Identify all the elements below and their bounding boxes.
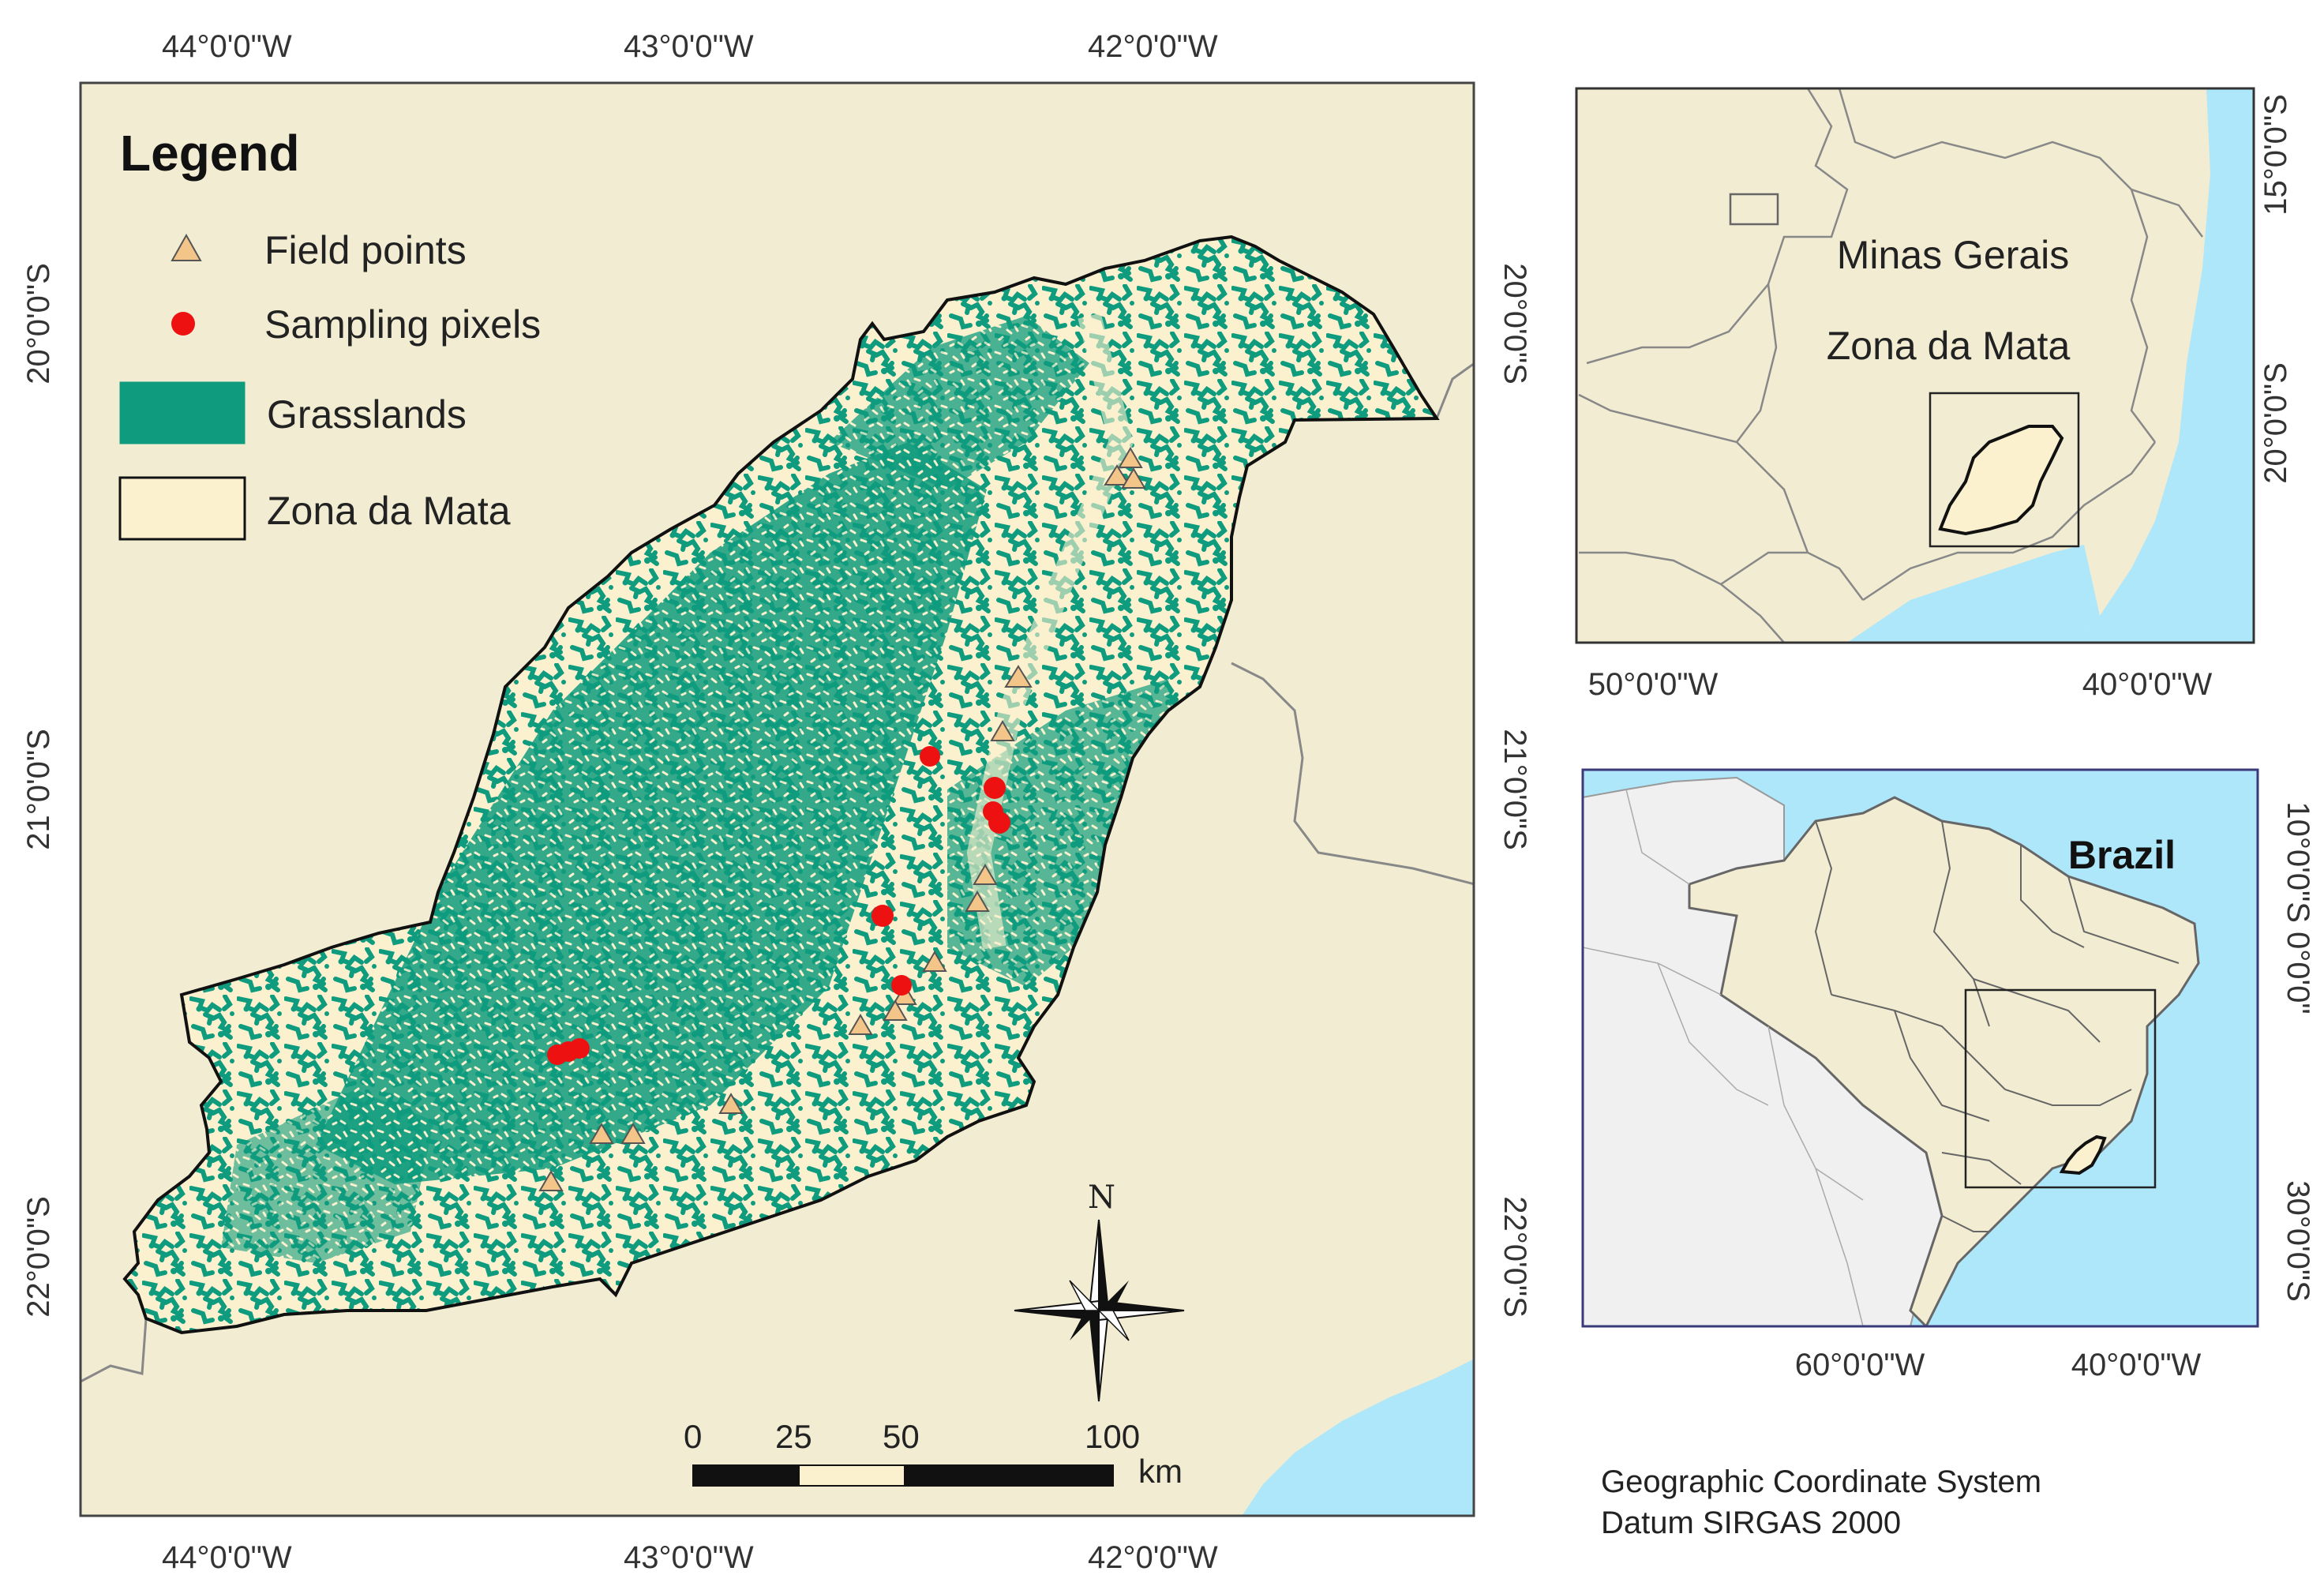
field-point-triangle — [922, 951, 947, 972]
lat-label-left: 22°0'0"S — [21, 1196, 56, 1318]
grassland-swatch — [119, 381, 246, 444]
cream-corridor — [966, 313, 1134, 950]
field-point-triangle — [848, 1014, 873, 1035]
scale-tick-label: 100 — [1085, 1418, 1140, 1455]
scale-tick-label: 50 — [883, 1418, 920, 1455]
grassland-dense-patch — [316, 442, 987, 1184]
field-point-triangle — [973, 864, 998, 885]
footnote: Geographic Coordinate System Datum SIRGA… — [1601, 1464, 2041, 1540]
field-point-triangle — [883, 999, 908, 1021]
state-border-line — [1231, 662, 1474, 886]
lon-label-top: 42°0'0"W — [1088, 29, 1218, 64]
lon-label-bottom: 42°0'0"W — [1088, 1540, 1218, 1575]
field-point-triangle — [718, 1093, 744, 1114]
legend-item-sampling-pixels: Sampling pixels — [264, 302, 541, 347]
sampling-pixel-dot — [569, 1038, 590, 1059]
state-border-line — [1435, 362, 1474, 419]
inset-minas-gerais: Minas Gerais Zona da Mata 50°0'0"W 40°0'… — [1575, 87, 2293, 702]
lat-label-right: 22°0'0"S — [1497, 1196, 1532, 1318]
legend: Legend Field points Sampling pixels Gras… — [118, 125, 541, 541]
lat-label-inset2: 30°0'0"S — [2281, 1180, 2315, 1302]
grassland-dense-patch — [829, 316, 1089, 489]
scale-unit: km — [1138, 1453, 1183, 1490]
zona-da-mata-region — [123, 235, 1438, 1334]
brazil-zona-mini — [2059, 1134, 2107, 1176]
main-map: Legend Field points Sampling pixels Gras… — [21, 29, 1532, 1575]
lon-label-inset2: 60°0'0"W — [1795, 1348, 1925, 1382]
lon-label-top: 43°0'0"W — [624, 29, 754, 64]
inset-ocean-south — [1847, 545, 2100, 643]
sampling-pixel-dot — [984, 777, 1006, 799]
inset-frame — [1575, 87, 2255, 644]
zona-da-mata-swatch — [118, 476, 246, 541]
ocean-area — [1242, 1359, 1474, 1516]
field-point-triangle — [965, 891, 990, 912]
lon-label-inset2: 40°0'0"W — [2071, 1348, 2202, 1382]
footnote-line-2: Datum SIRGAS 2000 — [1601, 1506, 1901, 1540]
inset-small-box — [1729, 193, 1779, 226]
field-point-triangle — [990, 720, 1015, 741]
inset-extent-box — [1929, 392, 2080, 548]
north-arrow: N — [1014, 1179, 1185, 1402]
sampling-pixels — [547, 746, 1010, 1065]
inset-frame — [1581, 768, 2259, 1328]
state-border-line — [81, 1318, 148, 1383]
legend-item-grasslands: Grasslands — [267, 392, 467, 437]
inset-brazil: Brazil 60°0'0"W 40°0'0"W 10°0'0"S 0°0'0"… — [1581, 768, 2315, 1382]
lon-label-inset1: 50°0'0"W — [1588, 667, 1719, 702]
legend-item-field-points: Field points — [264, 228, 467, 272]
field-point-triangle — [620, 1123, 646, 1144]
inset-zona-shape — [1938, 425, 2064, 536]
scale-bar: 0 25 50 100 km — [684, 1418, 1183, 1490]
lat-label-inset2: 10°0'0"S 0°0'0" — [2281, 801, 2315, 1014]
inset-label-state: Minas Gerais — [1837, 233, 2070, 277]
lat-label-left: 20°0'0"S — [21, 263, 56, 384]
lat-label-right: 20°0'0"S — [1497, 263, 1532, 384]
triangle-icon — [171, 233, 202, 261]
lat-label-inset1: 20°0'0"S — [2258, 362, 2293, 484]
sampling-pixel-dot — [872, 905, 894, 927]
footnote-line-1: Geographic Coordinate System — [1601, 1464, 2041, 1499]
sampling-pixel-dot — [891, 975, 912, 996]
north-label: N — [1088, 1179, 1115, 1216]
scale-tick-label: 25 — [775, 1418, 812, 1455]
lon-label-inset1: 40°0'0"W — [2082, 667, 2213, 702]
lat-label-left: 21°0'0"S — [21, 729, 56, 850]
brazil-label: Brazil — [2068, 833, 2176, 877]
lat-label-right: 21°0'0"S — [1497, 729, 1532, 850]
field-point-triangle — [1004, 665, 1033, 688]
sampling-pixel-dot — [920, 746, 940, 767]
scale-tick-label: 0 — [684, 1418, 702, 1455]
lat-label-inset1: 15°0'0"S — [2258, 94, 2293, 216]
lon-label-top: 44°0'0"W — [162, 29, 292, 64]
inset-ocean — [2068, 88, 2254, 643]
field-point-triangle — [1104, 464, 1130, 486]
field-point-triangle — [589, 1123, 614, 1144]
sampling-pixel-dot — [988, 812, 1010, 834]
brazil-extent-box — [1964, 988, 2157, 1189]
grassland-dense-patch — [221, 1089, 434, 1263]
main-map-coordinates: 44°0'0"W 43°0'0"W 42°0'0"W 44°0'0"W 43°0… — [21, 29, 1532, 1575]
inset-label-region: Zona da Mata — [1827, 324, 2071, 368]
field-point-triangle — [1118, 447, 1143, 468]
legend-title: Legend — [120, 125, 300, 182]
field-point-triangle — [538, 1170, 564, 1191]
dot-icon — [171, 312, 195, 336]
main-map-frame — [79, 81, 1475, 1517]
field-point-triangle — [1121, 467, 1146, 489]
field-points — [538, 447, 1146, 1191]
lon-label-bottom: 44°0'0"W — [162, 1540, 292, 1575]
lon-label-bottom: 43°0'0"W — [624, 1540, 754, 1575]
legend-item-zona-da-mata: Zona da Mata — [267, 489, 511, 533]
